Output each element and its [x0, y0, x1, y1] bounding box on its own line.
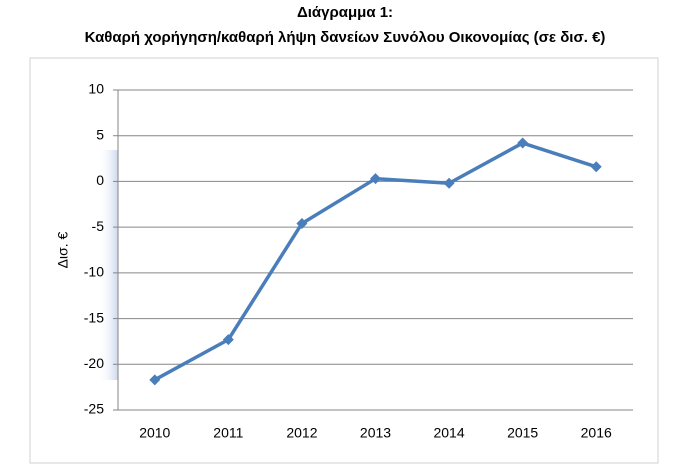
y-tick-label: -5	[92, 218, 105, 234]
data-point	[296, 217, 308, 229]
x-tick-label: 2010	[139, 425, 170, 441]
y-tick-label: 10	[88, 81, 104, 97]
data-point	[149, 374, 161, 386]
data-point	[222, 334, 234, 346]
x-tick-label: 2015	[507, 425, 538, 441]
axis-shade	[98, 150, 118, 380]
x-tick-label: 2016	[581, 425, 612, 441]
chart-frame	[29, 57, 659, 464]
y-axis-label: Δισ. €	[55, 231, 71, 268]
data-point	[517, 137, 529, 149]
y-tick-label: -10	[84, 264, 104, 280]
x-tick-label: 2014	[433, 425, 464, 441]
x-tick-label: 2013	[360, 425, 391, 441]
y-tick-label: 0	[96, 172, 104, 188]
x-tick-label: 2011	[213, 425, 243, 441]
data-point	[370, 173, 381, 185]
y-tick-label: -25	[84, 401, 104, 417]
chart-title: Διάγραμμα 1:	[297, 4, 393, 21]
data-point	[443, 177, 455, 189]
y-tick-label: -20	[84, 355, 104, 371]
chart-subtitle: Καθαρή χορήγηση/καθαρή λήψη δανείων Συνό…	[85, 29, 606, 46]
y-tick-label: 5	[96, 126, 104, 142]
x-tick-label: 2012	[286, 425, 317, 441]
data-point	[590, 161, 602, 173]
y-tick-label: -15	[84, 309, 104, 325]
